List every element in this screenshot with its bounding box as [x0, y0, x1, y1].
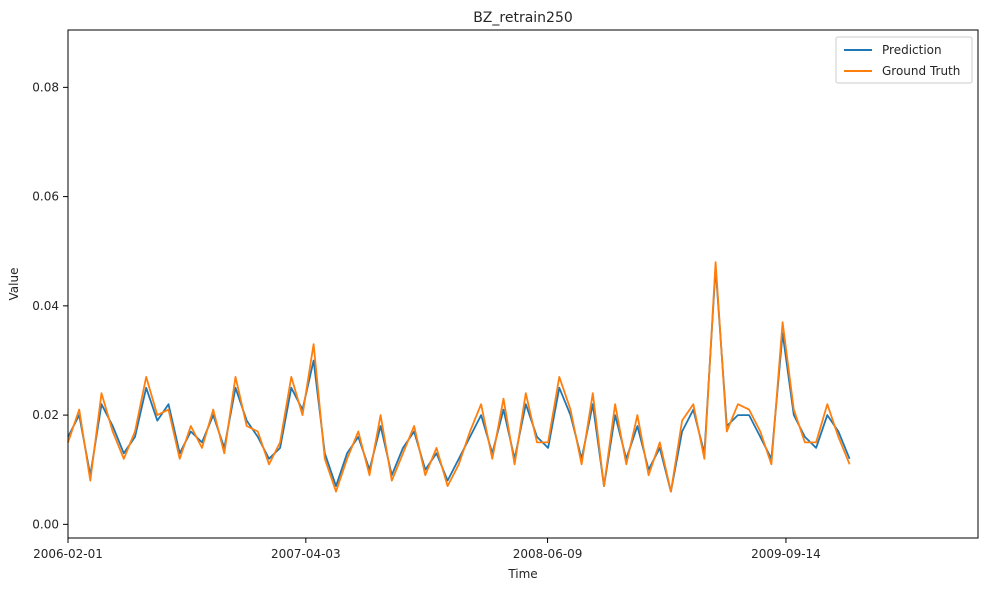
y-tick-label: 0.06: [32, 190, 59, 204]
chart-ticks: 2006-02-01 2007-04-03 2008-06-09 2009-09-14…: [32, 80, 821, 561]
y-tick-label: 0.04: [32, 299, 59, 313]
y-axis-label: Value: [7, 268, 21, 301]
legend-label-prediction: Prediction: [882, 43, 942, 57]
x-tick-label: 2006-02-01: [33, 547, 103, 561]
legend: Prediction Ground Truth: [835, 36, 973, 84]
y-tick-label: 0.00: [32, 517, 59, 531]
legend-label-ground-truth: Ground Truth: [882, 64, 960, 78]
series-line-ground-truth: [67, 261, 851, 493]
y-tick-label: 0.08: [32, 80, 59, 94]
x-axis-label: Time: [507, 567, 537, 581]
chart-title: BZ_retrain250: [473, 10, 573, 26]
y-tick-label: 0.02: [32, 408, 59, 422]
plot-area-frame: [67, 29, 979, 539]
x-tick-label: 2007-04-03: [271, 547, 341, 561]
chart-series: [67, 261, 851, 493]
x-tick-label: 2008-06-09: [513, 547, 583, 561]
x-tick-label: 2009-09-14: [751, 547, 821, 561]
